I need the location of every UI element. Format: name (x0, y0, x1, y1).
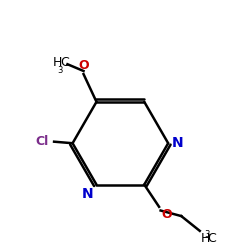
Text: H: H (200, 232, 210, 245)
Text: Cl: Cl (35, 135, 49, 148)
Text: C: C (208, 232, 216, 245)
Text: 3: 3 (205, 230, 210, 239)
Text: O: O (161, 208, 172, 221)
Text: C: C (61, 56, 70, 69)
Text: 3: 3 (57, 66, 62, 75)
Text: N: N (172, 136, 184, 150)
Text: H: H (53, 56, 62, 69)
Text: O: O (79, 58, 90, 71)
Text: N: N (82, 187, 94, 201)
